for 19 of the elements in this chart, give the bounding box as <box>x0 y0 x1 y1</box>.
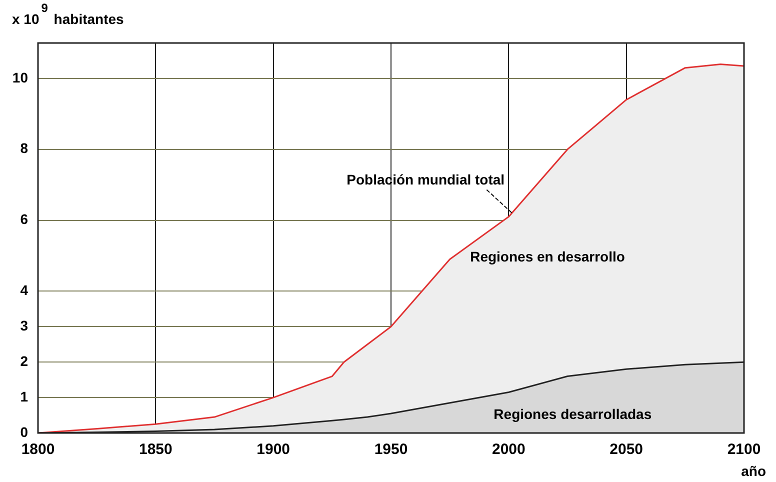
x-tick-label: 2100 <box>727 441 761 458</box>
y-tick-label: 4 <box>20 282 28 298</box>
x-tick-label: 1900 <box>256 441 290 458</box>
x-axis-title: año <box>741 463 766 479</box>
y-tick-label: 2 <box>20 352 28 369</box>
y-tick-label: 8 <box>20 140 28 156</box>
y-tick-label: 0 <box>20 424 28 440</box>
x-tick-label: 1950 <box>374 441 408 458</box>
annotation: Regiones en desarrollo <box>470 248 625 264</box>
x-tick-label: 1800 <box>21 441 55 458</box>
y-tick-label: 10 <box>12 69 28 86</box>
y-axis-title: x 109 habitantes <box>12 1 124 27</box>
series-label: Regiones desarrolladas <box>494 406 652 422</box>
y-tick-label: 1 <box>20 388 28 404</box>
y-tick-label: 3 <box>20 317 28 334</box>
x-tick-label: 1850 <box>138 441 172 458</box>
y-tick-label: 6 <box>20 211 28 228</box>
x-tick-label: 2000 <box>492 441 526 458</box>
x-tick-label: 2050 <box>610 441 644 458</box>
